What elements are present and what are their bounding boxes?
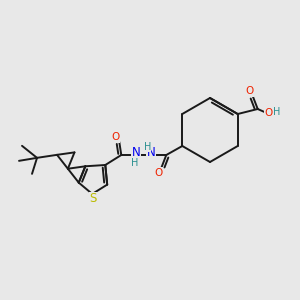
- Text: H: H: [144, 142, 151, 152]
- Text: O: O: [246, 86, 254, 96]
- Text: N: N: [147, 146, 156, 160]
- Text: O: O: [265, 108, 273, 118]
- Text: O: O: [111, 132, 119, 142]
- Text: N: N: [132, 146, 141, 160]
- Text: O: O: [154, 168, 162, 178]
- Text: S: S: [90, 193, 97, 206]
- Text: H: H: [273, 107, 280, 117]
- Text: H: H: [130, 158, 138, 168]
